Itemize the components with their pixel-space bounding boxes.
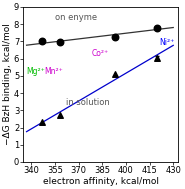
Text: Co²⁺: Co²⁺ bbox=[91, 49, 108, 58]
Point bbox=[113, 36, 116, 39]
Point bbox=[113, 73, 116, 76]
Text: Mg²⁺: Mg²⁺ bbox=[27, 67, 45, 76]
Text: Ni²⁺: Ni²⁺ bbox=[159, 38, 174, 47]
Point bbox=[58, 113, 61, 116]
Text: Mn²⁺: Mn²⁺ bbox=[44, 67, 63, 76]
Point bbox=[156, 26, 159, 29]
Point bbox=[41, 40, 44, 43]
X-axis label: electron affinity, kcal/mol: electron affinity, kcal/mol bbox=[43, 177, 159, 186]
Point bbox=[58, 41, 61, 44]
Point bbox=[41, 121, 44, 124]
Text: in solution: in solution bbox=[66, 98, 110, 107]
Point bbox=[156, 56, 159, 59]
Y-axis label: −ΔG BzH binding, kcal/mol: −ΔG BzH binding, kcal/mol bbox=[4, 24, 12, 145]
Text: on enyme: on enyme bbox=[55, 13, 97, 22]
